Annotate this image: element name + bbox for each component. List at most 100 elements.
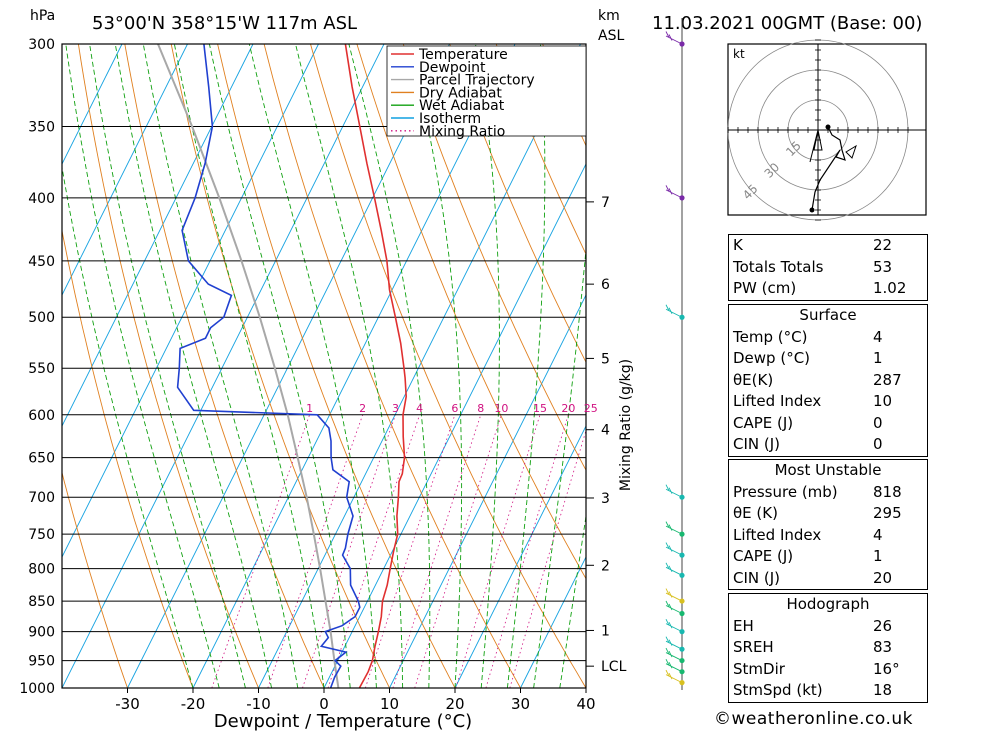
index-value: 1.02 [873,279,907,297]
surface-value: 287 [873,370,902,389]
wind-barb-icon [665,304,683,318]
wind-level-marker [679,657,685,664]
most-unstable-value: 20 [873,568,893,587]
mixing-ratio-axis-label: Mixing Ratio (g/kg) [618,359,634,491]
wind-barb-icon [665,647,683,661]
wind-profile [665,18,685,690]
most-unstable-row: Lifted Index 4 [729,525,927,547]
index-row: Totals Totals 53 [729,257,927,279]
most-unstable-label: CAPE (J) [733,547,794,565]
height-tick-label: 7 [601,195,610,211]
storm-motion-marker-icon [845,144,857,159]
height-tick-label: 6 [601,277,610,293]
most-unstable-label: Lifted Index [733,525,822,544]
isotherm-line [520,555,586,688]
legend-label: Dewpoint [419,60,486,76]
temperature-tick-label: 20 [445,695,464,713]
surface-title: Surface [799,306,857,324]
isotherm-line [454,424,586,688]
height-tick-label: LCL [601,659,627,675]
pressure-tick-label: 450 [28,254,55,270]
mixing-ratio-line [211,414,310,688]
most-unstable-value: 4 [873,525,883,544]
pressure-tick-label: 500 [28,310,55,326]
wet-adiabat-line [506,44,546,688]
wind-barb-icon [665,618,683,633]
wind-level-marker [679,531,685,537]
most-unstable-label: Pressure (mb) [733,482,838,501]
mixing-ratio-line [485,414,569,688]
legend-label: Parcel Trajectory [419,73,535,89]
dewpoint-line [176,44,361,688]
indices-table: K 22 Totals Totals 53 PW (cm) 1.02 [728,234,928,301]
temperature-tick-label: -30 [115,695,140,713]
surface-label: CAPE (J) [733,413,794,432]
most-unstable-table: Most Unstable Pressure (mb) 818 θE (K) 295 Li… [728,459,928,590]
wind-level-marker [679,552,685,558]
height-tick-label: 5 [601,351,610,367]
pressure-tick-label: 350 [28,119,55,135]
temperature-tick-label: 0 [319,695,329,713]
height-tick-label: 4 [601,423,610,439]
surface-label: Lifted Index [733,392,822,410]
height-tick-label: 2 [601,558,610,574]
dry-adiabat-line [124,44,325,688]
isotherm-line [389,293,586,688]
mixing-ratio-label: 1 [306,402,313,415]
wind-barb-icon [665,542,683,556]
wind-barb-icon [665,659,683,673]
surface-label: Dewp (°C) [733,349,811,367]
pressure-axis: 300 350 400 450 500 550 600 650 700 750 800 850 900 9… [19,37,55,697]
isotherm-line [258,44,581,688]
surface-row: Dewp (°C) 1 [729,348,927,370]
storm-motion-arrow-icon [809,129,823,163]
index-label: PW (cm) [733,279,797,297]
surface-label: Temp (°C) [733,327,808,346]
most-unstable-row: CAPE (J) 1 [729,546,927,568]
hodograph-stat-value: 18 [873,681,893,699]
dry-adiabat-line [62,228,194,688]
mixing-ratio-label: 4 [416,402,423,415]
hodograph-stat-label: EH [733,616,754,635]
hodograph-stat-row: StmSpd (kt) 18 [729,680,927,702]
dry-adiabat-line [62,470,128,688]
surface-label: θE(K) [733,370,774,389]
hodograph-stat-label: StmDir [733,659,785,678]
mixing-ratio-label: 25 [584,402,598,415]
isotherm-line [127,44,450,688]
pressure-tick-label: 750 [28,527,55,543]
index-value: 22 [873,236,893,254]
surface-row: Lifted Index 10 [729,391,927,413]
pressure-tick-label: 900 [28,625,55,641]
dry-adiabat-line [402,44,586,472]
wet-adiabat-line [348,44,431,688]
hpa-label: hPa [30,8,55,24]
location-title: 53°00'N 358°15'W 117m ASL [92,13,357,34]
wet-adiabat-line [295,44,404,688]
wind-barb-icon [665,562,683,576]
mixing-ratio-label: 8 [477,402,484,415]
isotherm-line [62,44,123,166]
index-label: K [733,236,743,254]
pressure-tick-label: 1000 [19,681,55,697]
surface-label: CIN (J) [733,435,781,453]
pressure-tick-label: 650 [28,451,55,467]
wind-barb-icon [665,588,683,602]
hodograph-stat-row: EH 26 [729,616,927,638]
temperature-tick-label: 10 [380,695,399,713]
surface-row: Temp (°C) 4 [729,327,927,349]
wet-adiabat-line [62,164,194,688]
isotherm-line [323,162,586,688]
mixing-ratio-label: 6 [451,402,458,415]
mixing-ratio-label: 10 [494,402,508,415]
surface-row: CIN (J) 0 [729,434,927,456]
temperature-tick-label: -20 [181,695,206,713]
height-tick-label: 1 [601,623,610,639]
isotherm-line [62,44,188,297]
most-unstable-value: 1 [873,547,883,565]
mixing-ratio-label: 20 [561,402,575,415]
surface-row: CAPE (J) 0 [729,413,927,435]
surface-value: 0 [873,413,883,432]
pressure-tick-label: 850 [28,594,55,610]
